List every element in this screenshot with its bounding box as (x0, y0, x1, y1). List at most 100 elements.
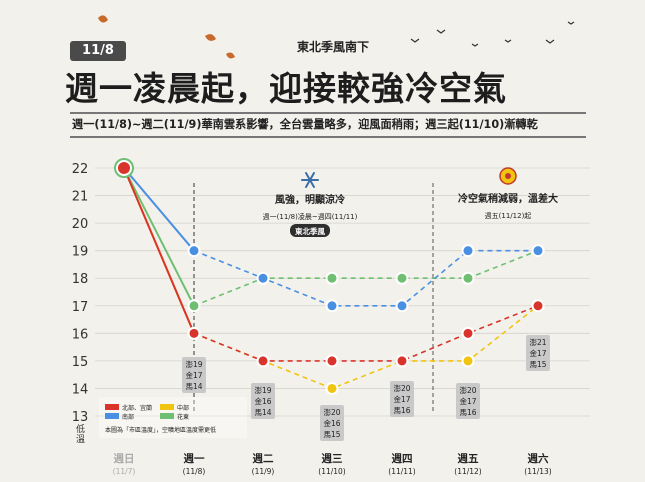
date-tag: 11/8 (70, 41, 126, 61)
y-tick-label: 21 (72, 190, 89, 205)
snowflake-icon (301, 172, 319, 188)
legend-swatch-central (160, 404, 174, 410)
data-point (461, 244, 475, 258)
island-temp-value: 馬14 (254, 408, 271, 417)
x-tick-date: (11/12) (454, 467, 482, 476)
annotation-left-tag: 東北季風 (295, 226, 325, 236)
sun-icon (499, 167, 517, 185)
annotation-left-period: 週一(11/8)凌晨~週四(11/11) (263, 212, 358, 221)
data-point (461, 271, 475, 285)
bottom-rule (70, 136, 586, 138)
data-point (325, 299, 339, 313)
x-tick-date: (11/8) (183, 467, 206, 476)
data-point (116, 160, 132, 176)
data-point (187, 299, 201, 313)
x-tick-label: 週二 (253, 453, 274, 465)
y-tick-label: 18 (72, 272, 89, 287)
x-tick-label: 週三 (322, 453, 343, 465)
y-tick-label: 17 (72, 300, 89, 315)
island-temp-box (251, 383, 275, 419)
y-tick-label: 16 (72, 327, 89, 342)
x-tick-label: 週六 (528, 452, 549, 465)
data-point (325, 271, 339, 285)
x-tick-date: (11/10) (318, 467, 346, 476)
island-temp-value: 澎19 (185, 359, 202, 369)
x-tick-label: 週日 (114, 453, 135, 465)
y-tick-label: 14 (72, 382, 89, 397)
x-tick-date: (11/7) (113, 467, 136, 476)
y-tick-label: 15 (72, 355, 89, 370)
annotation-right: 冷空氣稍減弱，溫差大 週五(11/12)起 (458, 167, 558, 220)
data-point (325, 354, 339, 368)
island-temp-value: 澎19 (254, 385, 271, 395)
x-tick-label: 週四 (392, 453, 413, 465)
series-line (193, 305, 539, 390)
description: 週一(11/8)~週二(11/9)華南雲系影響，全台雲量略多，迎風面稍雨；週三起… (72, 118, 538, 131)
legend-swatch-south (105, 413, 119, 419)
series-line-solid (123, 167, 195, 252)
data-point (187, 244, 201, 258)
island-temp-value: 金17 (529, 348, 546, 358)
island-temp-box (456, 383, 480, 419)
annotation-left: 風強，明顯涼冷 週一(11/8)凌晨~週四(11/11) 東北季風 (263, 172, 358, 237)
island-temp-value: 金17 (185, 370, 202, 380)
legend-label-central: 中部 (177, 404, 189, 412)
annotation-right-period: 週五(11/12)起 (485, 211, 532, 220)
x-tick-date: (11/9) (252, 467, 275, 476)
island-temp-value: 馬15 (529, 360, 546, 369)
island-temp-box (320, 405, 344, 441)
legend-swatch-north (105, 404, 119, 410)
island-temp-box (390, 381, 414, 417)
annotation-left-tag-bg (290, 224, 330, 237)
legend-label-east: 花東 (177, 413, 189, 421)
series-line-solid (123, 167, 195, 334)
y-tick-label: 20 (72, 217, 89, 232)
island-temp-value: 馬16 (393, 406, 410, 415)
series-line (193, 305, 539, 362)
data-point (395, 354, 409, 368)
island-temp-value: 澎21 (529, 337, 546, 347)
data-point (256, 271, 270, 285)
y-tick-labels: 13 14 15 16 17 18 19 20 21 22 (72, 162, 89, 425)
x-tick-label: 週五 (458, 453, 479, 465)
island-temp-value: 馬16 (459, 408, 476, 417)
island-temp-box (526, 335, 550, 371)
island-temp-value: 金16 (323, 418, 340, 428)
annotation-left-title: 風強，明顯涼冷 (275, 193, 345, 206)
data-point (461, 326, 475, 340)
top-rule (70, 112, 586, 114)
series-layer (114, 158, 545, 395)
y-tick-label: 19 (72, 245, 89, 260)
subheadline: 東北季風南下 (296, 40, 369, 54)
legend-note: 本圖為「市區溫度」，空曠地區溫度需更低 (105, 426, 216, 434)
y-axis-title: 低溫 (76, 425, 86, 445)
x-tick-date: (11/11) (388, 467, 416, 476)
y-tick-label: 13 (72, 410, 89, 425)
data-point (531, 299, 545, 313)
bird-decoration (410, 21, 575, 47)
island-temp-value: 馬15 (323, 430, 340, 439)
x-tick-label: 週一 (184, 453, 205, 465)
x-tick-labels: 週日 (11/7) 週一 (11/8) 週二 (11/9) 週三 (11/10) 週四 (11/1… (113, 452, 552, 476)
series-line (193, 249, 538, 307)
x-tick-date: (11/13) (524, 467, 552, 476)
data-point (325, 381, 339, 395)
series-line-solid (123, 167, 195, 307)
island-temp-value: 金17 (393, 394, 410, 404)
legend-label-south: 南部 (122, 413, 134, 421)
data-point (187, 326, 201, 340)
leaf-decoration (98, 15, 235, 59)
legend-label-north: 北部、宜蘭 (122, 404, 152, 412)
island-temp-value: 馬14 (185, 382, 202, 391)
data-point (461, 354, 475, 368)
island-temp-value: 澎20 (459, 385, 476, 395)
island-temp-value: 澎20 (393, 383, 410, 393)
series-line (193, 249, 539, 307)
island-temp-box (182, 357, 206, 393)
headline: 週一凌晨起，迎接較強冷空氣 (65, 69, 507, 108)
legend: 北部、宜蘭 中部 南部 花東 本圖為「市區溫度」，空曠地區溫度需更低 (99, 397, 247, 438)
island-temp-value: 金16 (254, 396, 271, 406)
